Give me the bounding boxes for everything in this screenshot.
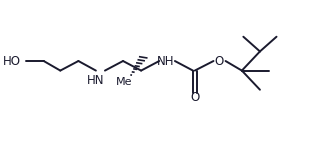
Text: HN: HN bbox=[87, 74, 105, 87]
Text: Me: Me bbox=[115, 77, 132, 87]
Text: HO: HO bbox=[3, 54, 21, 68]
Text: NH: NH bbox=[157, 54, 175, 68]
Text: O: O bbox=[190, 91, 199, 104]
Text: O: O bbox=[214, 54, 224, 68]
